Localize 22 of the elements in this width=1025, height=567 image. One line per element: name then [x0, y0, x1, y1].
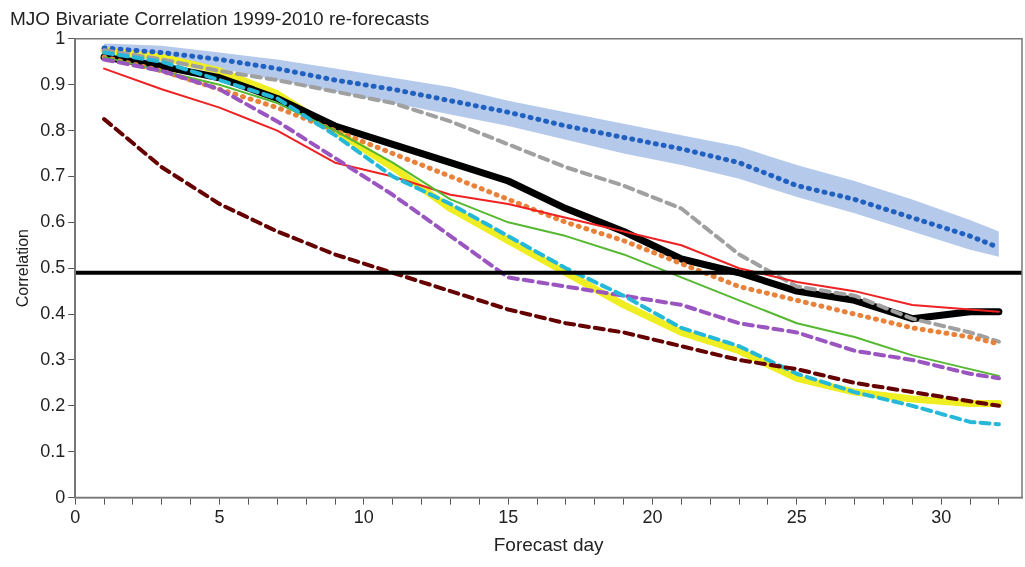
- x-tick-label: 20: [642, 507, 663, 528]
- line-series: [102, 117, 1001, 408]
- y-tick-label: 0.2: [40, 394, 66, 415]
- y-tick-label: 0.4: [40, 303, 66, 324]
- y-tick-label: 0.1: [40, 440, 66, 461]
- x-tick-label: 0: [70, 507, 81, 528]
- y-tick-label: 0.3: [40, 348, 66, 369]
- y-tick-label: 0.5: [40, 257, 66, 278]
- y-tick-label: 1: [55, 27, 66, 48]
- x-tick-label: 25: [786, 507, 807, 528]
- x-tick-label: 30: [931, 507, 952, 528]
- y-tick-label: 0.6: [40, 211, 66, 232]
- x-axis-title: Forecast day: [493, 533, 605, 555]
- x-tick-label: 15: [498, 507, 519, 528]
- y-tick-label: 0.7: [40, 165, 66, 186]
- y-tick-label: 0: [55, 486, 66, 507]
- chart-title: MJO Bivariate Correlation 1999-2010 re-forecasts: [10, 7, 430, 29]
- y-axis-title: Correlation: [14, 229, 32, 308]
- y-tick-label: 0.9: [40, 73, 66, 94]
- y-tick-label: 0.8: [40, 119, 66, 140]
- x-tick-label: 5: [214, 507, 225, 528]
- x-tick-label: 10: [353, 507, 374, 528]
